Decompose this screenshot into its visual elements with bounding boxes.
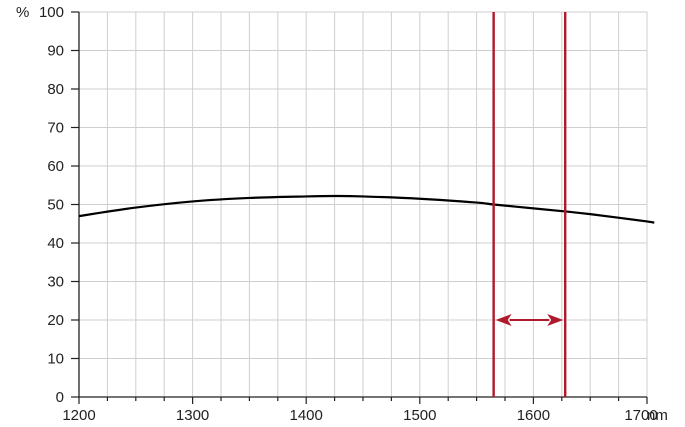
y-tick-label: 10 (47, 351, 64, 368)
arrow-left-head (495, 314, 512, 326)
y-tick-label: 60 (47, 158, 64, 175)
y-tick-label: 20 (47, 312, 64, 329)
x-unit-label: nm (647, 407, 668, 424)
y-tick-label: 40 (47, 235, 64, 252)
axes (71, 11, 648, 404)
y-tick-label: 50 (47, 197, 64, 214)
x-tick-label: 1500 (403, 407, 436, 424)
series-layer (78, 194, 656, 225)
x-tick-label: 1300 (176, 407, 209, 424)
y-tick-label: 0 (56, 389, 64, 406)
y-tick-label: 80 (47, 81, 64, 98)
y-tick-label: 30 (47, 274, 64, 291)
arrow-right-head (547, 314, 564, 326)
y-tick-label: 100 (39, 4, 64, 21)
x-tick-label: 1600 (517, 407, 550, 424)
tick-labels: 0 10 20 30 40 50 60 70 80 90 100% 1200 1300 1400 1500 1… (16, 4, 668, 424)
annotation-layer (492, 12, 567, 397)
x-tick-label: 1700 (624, 407, 657, 424)
y-tick-label: 70 (47, 120, 64, 137)
y-tick-label: 90 (47, 43, 64, 60)
x-tick-label: 1400 (290, 407, 323, 424)
x-tick-label: 1200 (62, 407, 95, 424)
series-line (78, 194, 656, 225)
y-unit-label: % (16, 4, 29, 21)
